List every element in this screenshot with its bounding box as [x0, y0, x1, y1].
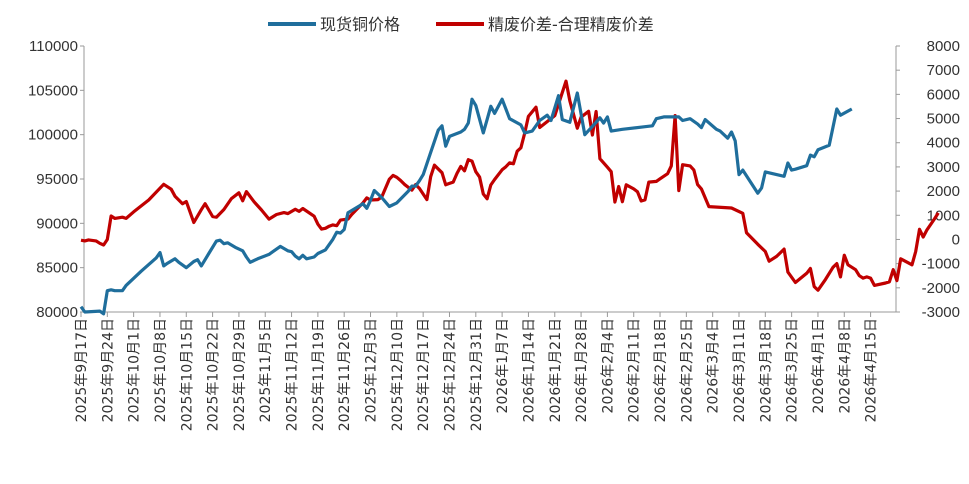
right-tick-label: -3000 [922, 304, 960, 321]
x-tick-label: 2026年4月15日 [864, 318, 880, 422]
x-tick-label: 2025年12月17日 [416, 318, 432, 431]
right-tick-label: 8000 [927, 38, 960, 55]
x-tick-label: 2025年9月24日 [100, 318, 116, 422]
x-tick-label: 2026年2月18日 [653, 318, 669, 422]
x-tick-label: 2026年3月11日 [732, 318, 748, 422]
left-tick-label: 95000 [36, 171, 78, 188]
legend-label-spread: 精废价差-合理精废价差 [488, 15, 654, 34]
x-tick-label: 2026年3月4日 [706, 318, 722, 413]
x-tick-label: 2025年11月26日 [337, 318, 353, 431]
x-tick-label: 2025年10月8日 [153, 318, 169, 422]
series-line-spread [80, 79, 940, 292]
right-tick-label: 5000 [927, 111, 960, 128]
right-tick-label: 2000 [927, 183, 960, 200]
right-tick-label: -1000 [922, 256, 960, 273]
x-tick-label: 2026年2月4日 [600, 318, 616, 413]
right-tick-label: 0 [952, 231, 960, 248]
right-tick-label: -2000 [922, 280, 960, 297]
x-tick-label: 2026年1月14日 [521, 318, 537, 422]
x-tick-label: 2026年3月18日 [758, 318, 774, 422]
x-tick-label: 2025年10月15日 [179, 318, 195, 431]
x-tick-label: 2026年4月1日 [811, 318, 827, 413]
series-line-copper-price [79, 91, 853, 316]
x-tick-label: 2025年11月5日 [258, 318, 274, 422]
x-tick-label: 2025年11月12日 [285, 318, 301, 431]
right-y-axis: -3000-2000-10000100020003000400050006000… [896, 38, 960, 321]
left-tick-label: 80000 [36, 304, 78, 321]
x-tick-label: 2025年12月31日 [469, 318, 485, 431]
left-tick-label: 110000 [29, 38, 78, 55]
left-tick-label: 90000 [36, 215, 78, 232]
right-tick-label: 3000 [927, 159, 960, 176]
x-axis: 2025年9月17日 2025年9月24日 2025年10月1日 2025年10月8日… [74, 312, 880, 431]
x-tick-label: 2025年10月22日 [206, 318, 222, 431]
x-tick-label: 2025年12月24日 [442, 318, 458, 431]
x-tick-label: 2025年12月3日 [364, 318, 380, 422]
right-tick-label: 4000 [927, 135, 960, 152]
right-tick-label: 7000 [927, 62, 960, 79]
x-tick-label: 2025年10月1日 [127, 318, 143, 422]
x-tick-label: 2026年2月25日 [679, 318, 695, 422]
x-tick-label: 2026年2月11日 [627, 318, 643, 422]
left-tick-label: 85000 [36, 260, 78, 277]
left-y-axis: 80000 85000 90000 95000 100000 105000 110000 [28, 38, 84, 321]
x-tick-label: 2026年3月25日 [785, 318, 801, 422]
x-tick-label: 2025年9月17日 [74, 318, 90, 422]
x-tick-label: 2026年1月7日 [495, 318, 511, 413]
x-tick-label: 2025年10月29日 [232, 318, 248, 431]
right-tick-label: 6000 [927, 86, 960, 103]
x-tick-label: 2025年11月19日 [311, 318, 327, 431]
x-tick-label: 2026年1月28日 [574, 318, 590, 422]
left-tick-label: 105000 [28, 82, 78, 99]
x-tick-label: 2026年1月21日 [548, 318, 564, 422]
legend: 现货铜价格 精废价差-合理精废价差 [268, 15, 654, 34]
legend-label-copper-price: 现货铜价格 [320, 15, 400, 34]
left-tick-label: 100000 [28, 127, 78, 144]
x-tick-label: 2026年4月8日 [837, 318, 853, 413]
x-tick-label: 2025年12月10日 [390, 318, 406, 431]
